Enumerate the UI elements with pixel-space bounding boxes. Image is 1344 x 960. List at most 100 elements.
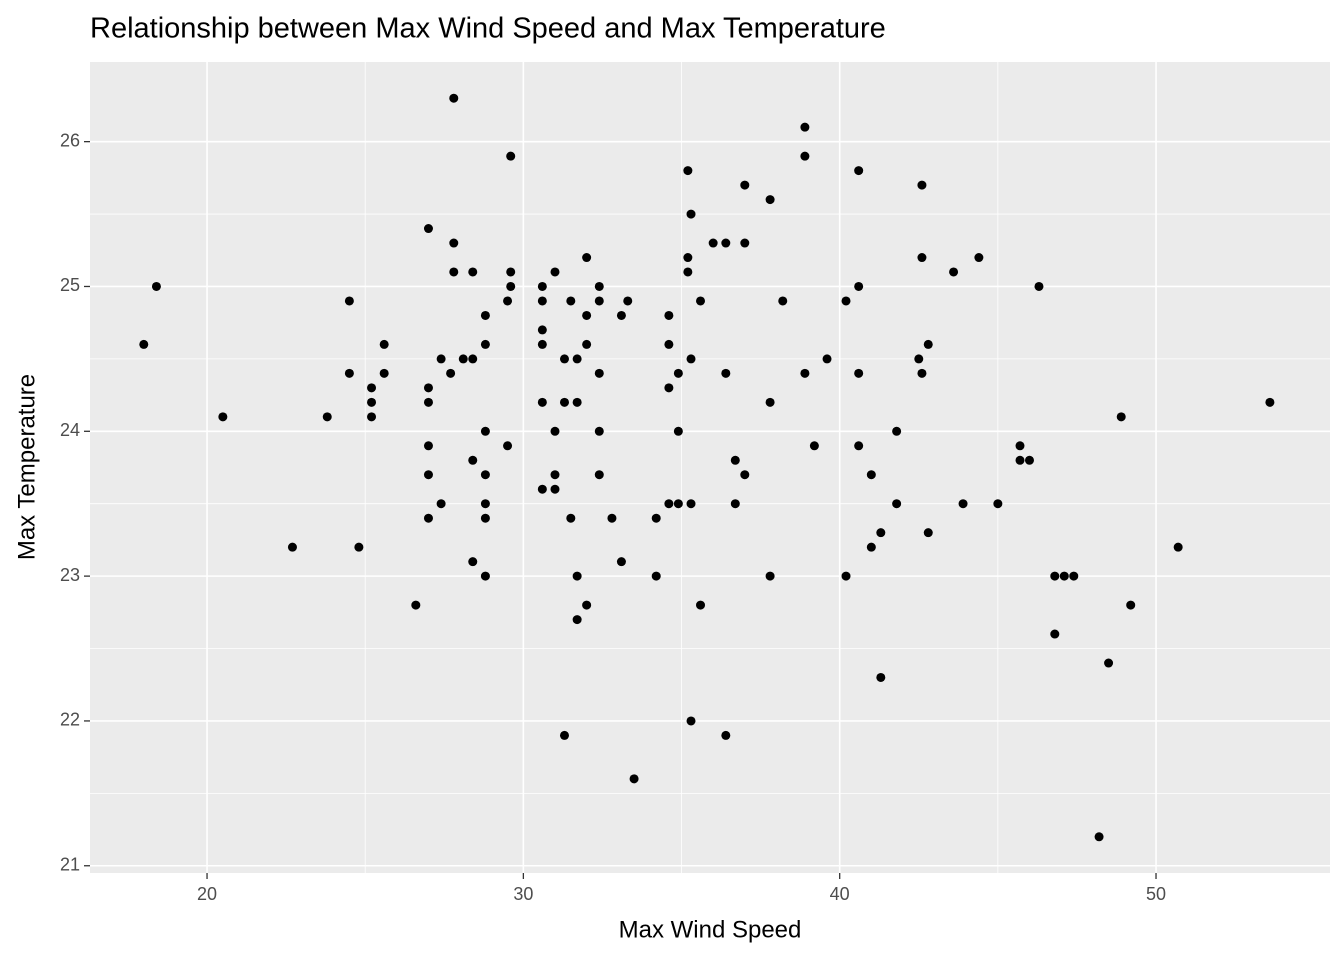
point xyxy=(892,499,902,509)
point xyxy=(446,368,456,378)
y-tick-label: 21 xyxy=(60,855,80,875)
point xyxy=(572,397,582,407)
point xyxy=(683,166,693,176)
point xyxy=(1116,412,1126,422)
point xyxy=(664,339,674,349)
point xyxy=(673,499,683,509)
y-tick-label: 24 xyxy=(60,420,80,440)
point xyxy=(673,368,683,378)
point xyxy=(740,238,750,248)
point xyxy=(664,499,674,509)
y-axis-title: Max Temperature xyxy=(13,374,40,560)
x-tick-label: 50 xyxy=(1146,884,1166,904)
point xyxy=(854,441,864,451)
point xyxy=(458,354,468,364)
point xyxy=(506,281,516,291)
point xyxy=(917,368,927,378)
point xyxy=(1173,542,1183,552)
point xyxy=(1104,658,1114,668)
point xyxy=(1069,571,1079,581)
point xyxy=(623,296,633,306)
point xyxy=(537,397,547,407)
point xyxy=(468,267,478,277)
chart-title: Relationship between Max Wind Speed and … xyxy=(90,13,886,45)
point xyxy=(708,238,718,248)
point xyxy=(566,296,576,306)
point xyxy=(503,296,513,306)
point xyxy=(616,310,626,320)
point xyxy=(559,397,569,407)
point xyxy=(572,615,582,625)
point xyxy=(550,267,560,277)
point xyxy=(1034,281,1044,291)
point xyxy=(367,412,377,422)
point xyxy=(594,470,604,480)
point xyxy=(876,672,886,682)
x-tick-label: 40 xyxy=(830,884,850,904)
point xyxy=(854,281,864,291)
point xyxy=(582,253,592,263)
point xyxy=(480,513,490,523)
point xyxy=(411,600,421,610)
point xyxy=(765,195,775,205)
point xyxy=(778,296,788,306)
point xyxy=(730,499,740,509)
point xyxy=(1050,629,1060,639)
point xyxy=(800,122,810,132)
point xyxy=(594,296,604,306)
point xyxy=(1015,455,1025,465)
point xyxy=(344,368,354,378)
point xyxy=(854,166,864,176)
point xyxy=(765,571,775,581)
point xyxy=(854,368,864,378)
point xyxy=(696,296,706,306)
point xyxy=(917,180,927,190)
point xyxy=(449,93,459,103)
point xyxy=(379,368,389,378)
point xyxy=(550,426,560,436)
y-tick-label: 26 xyxy=(60,130,80,150)
point xyxy=(139,339,149,349)
y-tick-label: 25 xyxy=(60,275,80,295)
point xyxy=(683,253,693,263)
point xyxy=(550,470,560,480)
point xyxy=(917,253,927,263)
point xyxy=(537,296,547,306)
point xyxy=(537,325,547,335)
point xyxy=(468,455,478,465)
point xyxy=(423,224,433,234)
point xyxy=(449,267,459,277)
y-tick-label: 22 xyxy=(60,710,80,730)
point xyxy=(151,281,161,291)
point xyxy=(550,484,560,494)
point xyxy=(866,470,876,480)
point xyxy=(1126,600,1136,610)
point xyxy=(537,339,547,349)
point xyxy=(537,484,547,494)
point xyxy=(594,426,604,436)
point xyxy=(480,339,490,349)
point xyxy=(949,267,959,277)
point xyxy=(582,310,592,320)
point xyxy=(218,412,228,422)
point xyxy=(686,354,696,364)
point xyxy=(800,368,810,378)
point xyxy=(594,368,604,378)
x-axis-title: Max Wind Speed xyxy=(619,916,802,943)
point xyxy=(616,557,626,567)
point xyxy=(809,441,819,451)
point xyxy=(566,513,576,523)
point xyxy=(537,281,547,291)
point xyxy=(1050,571,1060,581)
points xyxy=(139,93,1275,842)
x-tick-label: 20 xyxy=(197,884,217,904)
point xyxy=(1265,397,1275,407)
point xyxy=(354,542,364,552)
point xyxy=(841,571,851,581)
point xyxy=(683,267,693,277)
point xyxy=(559,354,569,364)
point xyxy=(423,441,433,451)
y-tick-label: 23 xyxy=(60,565,80,585)
